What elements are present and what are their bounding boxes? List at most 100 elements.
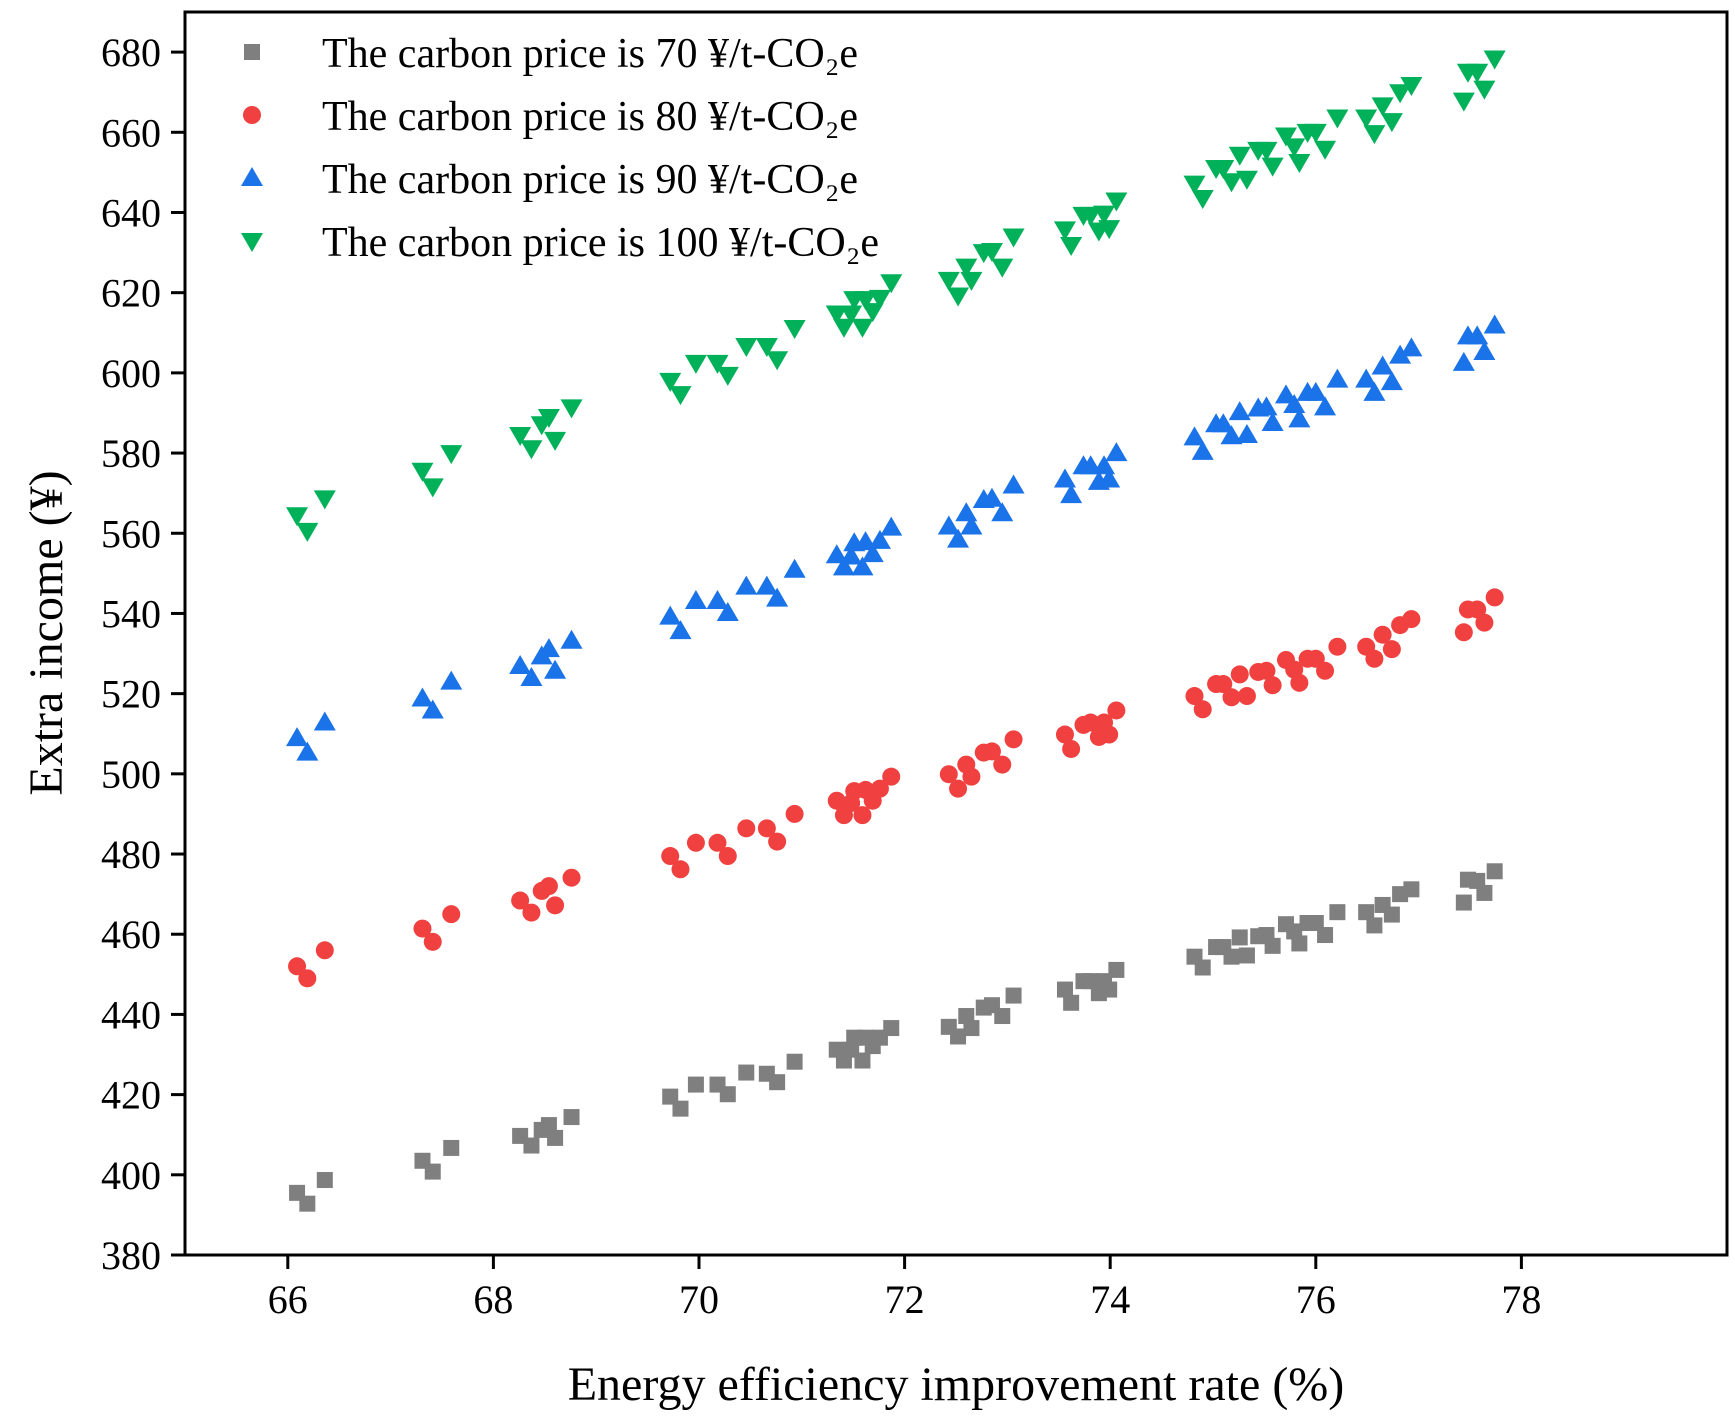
data-point [1486,863,1503,880]
data-point [421,478,444,498]
data-point [286,507,309,527]
data-point [1288,408,1311,428]
data-point [937,271,960,291]
data-point [1383,906,1400,923]
data-point [1288,153,1311,173]
data-point [851,556,874,576]
data-point [560,629,583,649]
data-point [1194,959,1211,976]
data-point [962,767,981,786]
data-point [509,654,532,674]
legend-label: The carbon price is 70 ¥/t-CO₂e [322,31,858,77]
data-point [288,957,307,976]
data-point [1452,92,1475,112]
data-point [825,305,848,325]
data-point [827,791,846,810]
data-point [1363,381,1386,401]
series-1 [289,863,1503,1212]
data-point [1082,973,1099,990]
data-point [1389,344,1412,364]
y-tick-label: 400 [101,1153,161,1198]
x-tick-label: 78 [1501,1277,1541,1322]
data-point [757,819,776,838]
data-point [1475,613,1494,632]
data-point [1261,411,1284,431]
data-point [539,877,558,896]
data-point [296,522,319,542]
data-point [766,587,789,607]
data-point [1452,351,1475,371]
data-point [1222,688,1241,707]
data-point [1183,175,1206,195]
data-point [868,289,891,309]
data-point [783,558,806,578]
data-point [955,258,978,278]
data-point [313,711,336,731]
legend: The carbon price is 70 ¥/t-CO₂e The carbo… [241,31,879,266]
data-point [708,833,727,852]
data-point [1255,141,1278,161]
data-point [1400,76,1423,96]
data-point [1081,713,1100,732]
data-point [861,543,884,563]
data-point [1107,701,1126,720]
x-tick-label: 72 [885,1277,925,1322]
legend-marker [244,44,260,60]
data-point [1469,872,1486,889]
data-point [421,699,444,719]
data-point [1326,109,1349,129]
data-point [982,742,1001,761]
data-point [766,351,789,371]
axes: 66 68 70 72 74 76 78 380 400 420 440 460 480 500 520 54… [101,30,1541,1322]
data-point [1371,97,1394,117]
data-point [1466,325,1489,345]
data-point [1220,425,1243,445]
data-point [785,804,804,823]
data-point [870,779,889,798]
data-point [1403,881,1420,898]
data-point [851,318,874,338]
y-tick-label: 420 [101,1073,161,1118]
data-point [671,860,690,879]
data-point [1223,948,1240,965]
y-tick-label: 540 [101,591,161,636]
data-point [1400,337,1423,357]
data-point [1373,625,1392,644]
data-point [540,1117,557,1134]
data-point [411,687,434,707]
data-point [1105,192,1128,212]
y-tick-label: 600 [101,351,161,396]
data-point [937,515,960,535]
data-point [1105,442,1128,462]
data-point [1283,138,1306,158]
data-point [1193,700,1212,719]
data-point [1101,981,1118,998]
data-point [544,431,567,451]
data-point [1316,661,1335,680]
data-point [1098,468,1121,488]
y-tick-label: 500 [101,752,161,797]
data-point [1304,123,1327,143]
x-tick-label: 76 [1296,1277,1336,1322]
data-point [684,590,707,610]
y-tick-label: 640 [101,190,161,235]
data-point [411,462,434,482]
data-point [686,833,705,852]
data-point [1365,649,1384,668]
data-point [1380,371,1403,391]
data-point [299,1195,316,1212]
data-point [1382,640,1401,659]
data-point [1454,623,1473,642]
series-4 [286,50,1506,542]
data-point [442,905,461,924]
data-point [1228,401,1251,421]
data-point [947,528,970,548]
legend-label: The carbon price is 100 ¥/t-CO₂e [322,220,879,266]
data-point [1389,84,1412,104]
data-point [315,941,334,960]
data-point [298,969,317,988]
data-point [832,318,855,338]
data-point [560,399,583,419]
y-tick-label: 580 [101,431,161,476]
data-point [980,487,1003,507]
